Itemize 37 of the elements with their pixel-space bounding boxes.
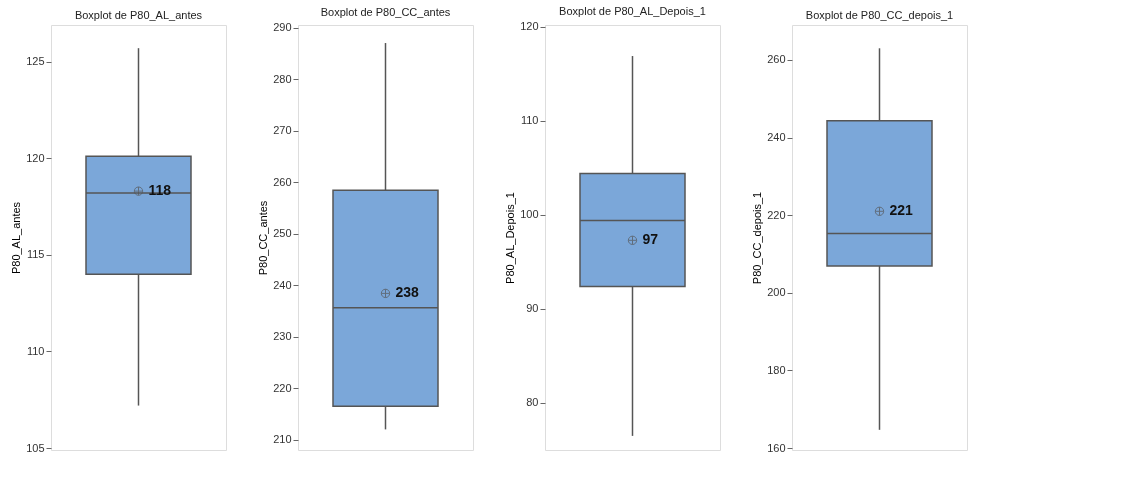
y-tick-label: 110 xyxy=(26,344,45,357)
y-tick-label: 280 xyxy=(273,72,292,85)
y-tick-label: 200 xyxy=(767,286,786,299)
y-tick-label: 160 xyxy=(767,441,786,454)
y-tick-label: 270 xyxy=(273,124,292,137)
annotation: 221 xyxy=(889,202,914,219)
annotation: 238 xyxy=(395,284,420,301)
chart-title: Boxplot de P80_CC_antes xyxy=(320,5,451,18)
y-tick-label: 110 xyxy=(520,114,539,127)
chart-title: Boxplot de P80_AL_Depois_1 xyxy=(559,4,706,17)
y-tick-label: 80 xyxy=(526,396,539,409)
y-tick-label: 260 xyxy=(767,53,786,66)
y-tick-label: 120 xyxy=(520,20,539,33)
y-tick-label: 100 xyxy=(520,208,539,221)
y-tick-label: 290 xyxy=(273,21,292,34)
y-axis-title: P80_AL_antes xyxy=(10,201,23,275)
y-tick-label: 90 xyxy=(526,302,539,315)
y-tick-label: 220 xyxy=(273,381,292,394)
annotation: 118 xyxy=(148,182,172,199)
y-axis-title: P80_CC_antes xyxy=(257,200,270,276)
y-tick-label: 125 xyxy=(26,55,45,68)
y-tick-label: 105 xyxy=(26,441,45,454)
annotation: 97 xyxy=(642,231,659,248)
y-tick-label: 260 xyxy=(273,175,292,188)
y-tick-label: 220 xyxy=(767,208,786,221)
y-axis-title: P80_AL_Depois_1 xyxy=(504,192,517,284)
y-tick-label: 210 xyxy=(273,433,292,446)
y-tick-label: 240 xyxy=(273,278,292,291)
y-tick-label: 115 xyxy=(26,248,45,261)
y-tick-label: 240 xyxy=(767,131,786,144)
y-tick-label: 250 xyxy=(273,227,292,240)
y-tick-label: 180 xyxy=(767,363,786,376)
y-tick-label: 230 xyxy=(273,330,292,343)
chart-title: Boxplot de P80_AL_antes xyxy=(74,9,203,21)
y-tick-label: 120 xyxy=(26,151,45,164)
y-axis-title: P80_CC_depois_1 xyxy=(751,191,764,285)
chart-title: Boxplot de P80_CC_depois_1 xyxy=(805,9,954,21)
